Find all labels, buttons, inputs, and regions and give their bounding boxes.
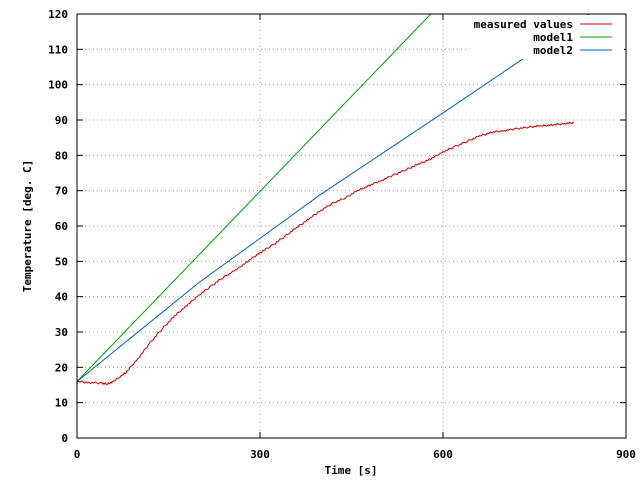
y-tick-label: 20 xyxy=(55,361,68,374)
y-tick-label: 60 xyxy=(55,220,68,233)
y-tick-label: 70 xyxy=(55,185,68,198)
x-axis-label: Time [s] xyxy=(325,464,378,477)
y-tick-label: 110 xyxy=(48,43,68,56)
x-tick-label: 900 xyxy=(616,448,636,461)
y-tick-label: 30 xyxy=(55,326,68,339)
y-axis-label: Temperature [deg. C] xyxy=(21,160,34,292)
x-tick-label: 300 xyxy=(250,448,270,461)
y-tick-label: 0 xyxy=(61,432,68,445)
grid-layer xyxy=(77,14,626,438)
legend-label: measured values xyxy=(474,18,573,31)
legend-label: model2 xyxy=(533,44,573,57)
series-line-3 xyxy=(77,14,590,382)
y-tick-label: 100 xyxy=(48,79,68,92)
y-tick-label: 10 xyxy=(55,397,68,410)
y-tick-label: 80 xyxy=(55,149,68,162)
legend-label: model1 xyxy=(533,31,573,44)
x-tick-label: 0 xyxy=(74,448,81,461)
x-tick-label: 600 xyxy=(433,448,453,461)
series-line-1 xyxy=(77,121,575,386)
y-tick-label: 50 xyxy=(55,255,68,268)
series-layer xyxy=(77,14,590,386)
series-line-2 xyxy=(77,14,432,382)
tick-layer: 0 10 20 30 40 50 60 70 80 90 100 110 120 0 300 600 900 xyxy=(48,8,636,461)
y-tick-label: 90 xyxy=(55,114,68,127)
plot-frame xyxy=(76,13,627,439)
y-tick-label: 40 xyxy=(55,291,68,304)
y-tick-label: 120 xyxy=(48,8,68,21)
